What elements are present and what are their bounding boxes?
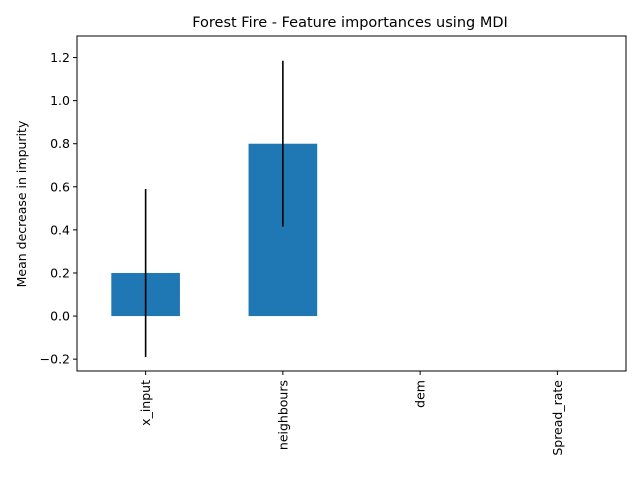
x-tick-label: Spread_rate: [550, 380, 565, 456]
y-tick-label: 1.2: [50, 50, 70, 65]
chart-title: Forest Fire - Feature importances using …: [192, 15, 508, 31]
y-tick-label: 0.6: [50, 179, 70, 194]
y-tick-label: 0.8: [50, 136, 70, 151]
y-tick-label: 0.0: [50, 309, 70, 324]
axes-frame: [76, 35, 627, 372]
plot-area: −0.2 0.0 0.2 0.4 0.6 0.8 1.0 1.2 x_input neighbou…: [40, 35, 627, 456]
x-tick-label: neighbours: [275, 380, 290, 450]
y-tick-label: 0.4: [50, 222, 70, 237]
y-tick-label: 1.0: [50, 93, 70, 108]
x-tick-label: x_input: [138, 380, 153, 426]
y-tick-label: −0.2: [40, 352, 70, 367]
y-tick-label: 0.2: [50, 265, 70, 280]
x-tick-label: dem: [413, 380, 428, 408]
y-axis-label: Mean decrease in impurity: [14, 120, 29, 287]
